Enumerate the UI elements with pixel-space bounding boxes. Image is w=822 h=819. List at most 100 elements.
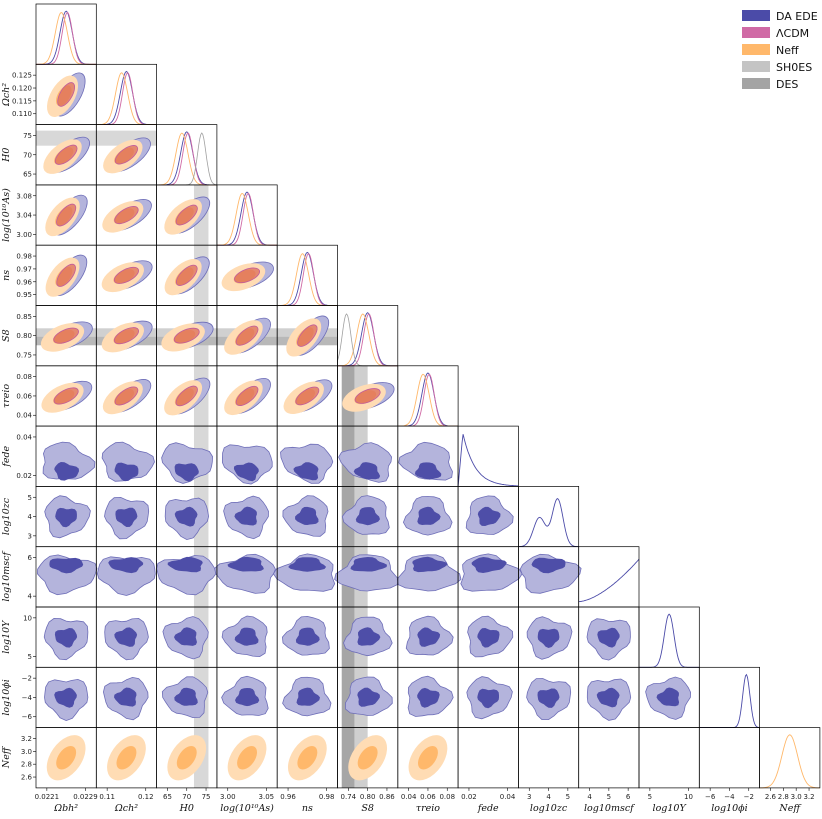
ede-contour-inner (235, 688, 260, 707)
panel-log10Y-vs-fede (467, 615, 514, 658)
panel-H0-vs-omega_b (43, 136, 90, 174)
y-tick-label: 3.04 (16, 212, 32, 220)
posterior-log10phi (699, 673, 760, 729)
panel-ns-vs-H0 (164, 256, 210, 296)
panel-frame (578, 727, 640, 789)
panel-log10phi-vs-fede (466, 676, 513, 720)
ede-contour-inner (174, 506, 198, 527)
x-tick-label: 2.8 (778, 793, 789, 801)
x-tick-label: 65 (163, 793, 172, 801)
ede-contour-inner (414, 462, 442, 480)
ede-posterior (337, 312, 398, 367)
panel-S8-vs-ns (286, 315, 330, 357)
ede-contour-outer (161, 442, 214, 484)
ede-posterior (277, 251, 338, 306)
neff-contour-inner (56, 745, 77, 770)
x-axis-label: τreio (416, 803, 440, 814)
x-tick-label: 0.08 (439, 793, 455, 801)
neff-posterior (36, 11, 97, 65)
posterior-log10Y (639, 613, 700, 668)
y-tick-label: 0.04 (16, 433, 32, 441)
y-axis-label: log10mscf (1, 551, 12, 602)
x-tick-label: 0.96 (280, 793, 296, 801)
x-tick-label: 6 (626, 793, 631, 801)
panel-log10zc-vs-S8 (341, 495, 390, 535)
ede-contour-inner (417, 506, 441, 525)
ede-contour-inner (597, 627, 620, 648)
panel-fede-vs-S8 (338, 442, 393, 483)
panel-fede-vs-logAs (222, 444, 273, 485)
y-tick-label: 3.2 (21, 735, 32, 743)
legend-swatch (742, 10, 770, 21)
y-tick-label: 10 (23, 614, 32, 622)
panel-frame (397, 365, 459, 427)
panel-fede-vs-omega_b (42, 441, 96, 481)
ede-contour-inner (234, 627, 259, 646)
panel-S8-vs-H0 (161, 321, 214, 352)
panel-S8-vs-omega_b (40, 321, 93, 352)
panel-Neff-vs-omega_b (46, 735, 86, 781)
panel-frame (35, 3, 97, 65)
x-tick-label: 3.00 (220, 793, 236, 801)
ede-contour-inner (114, 462, 139, 482)
panel-tau-vs-logAs (224, 378, 271, 416)
neff-posterior (96, 72, 157, 126)
ede-posterior (397, 372, 459, 427)
panel-log10phi-vs-log10Y (645, 676, 692, 720)
panel-Neff-vs-S8 (348, 735, 388, 781)
x-axis-label: log10Y (653, 803, 688, 814)
panel-log10mscf-vs-logAs (214, 553, 276, 594)
x-tick-label: −4 (724, 793, 735, 801)
neff-contour-inner (176, 745, 197, 770)
y-tick-label: 0.97 (16, 265, 32, 273)
ede-contour-inner (471, 557, 507, 573)
y-tick-label: 0.06 (16, 392, 32, 400)
x-tick-label: 4 (546, 793, 551, 801)
panel-log10mscf-vs-tau (396, 554, 462, 592)
neff-contour-inner (417, 745, 438, 770)
panel-log10mscf-vs-ns (272, 553, 336, 592)
ede-contour-inner (227, 556, 264, 572)
x-tick-label: 3.0 (791, 793, 802, 801)
lcdm-contour (114, 386, 139, 406)
lcdm-contour (235, 325, 259, 346)
x-axis-label: log(10¹⁰As) (220, 803, 274, 814)
x-tick-label: 0.74 (341, 793, 357, 801)
panel-log10Y-vs-log10mscf (586, 618, 631, 661)
panel-log10Y-vs-omega_b (43, 617, 89, 661)
panel-Neff-vs-omega_c (107, 735, 146, 781)
panel-log10zc-vs-logAs (223, 495, 269, 540)
ede-contour-inner (293, 462, 319, 481)
y-tick-label: 65 (23, 171, 32, 179)
y-axis-label: Neff (1, 745, 12, 769)
y-tick-label: −6 (22, 713, 33, 721)
ede-contour-inner (288, 557, 327, 572)
y-tick-label: 0.120 (12, 85, 32, 93)
panel-log10phi-vs-H0 (161, 676, 209, 719)
lcdm-contour (297, 324, 318, 347)
ede-contour-inner (296, 687, 320, 706)
y-tick-label: 70 (23, 151, 32, 159)
lcdm-contour (175, 264, 198, 286)
x-tick-label: 3.05 (259, 793, 275, 801)
ede-contour-inner (355, 507, 380, 526)
neff-posterior (397, 373, 459, 427)
lcdm-contour (113, 327, 139, 345)
posterior-Neff (759, 734, 820, 789)
panel-logAs-vs-omega_c (102, 199, 152, 233)
neff-posterior (216, 192, 278, 246)
panel-log10phi-vs-omega_b (44, 678, 89, 722)
y-tick-label: 0.95 (16, 291, 32, 299)
ede-contour-inner (357, 627, 381, 646)
ede-contour-inner (295, 627, 320, 646)
y-tick-label: 5 (28, 494, 32, 502)
ede-contour-inner (234, 506, 257, 526)
ede-contour-inner (54, 687, 77, 708)
posterior-omega_b (36, 10, 97, 65)
panel-frame (457, 425, 519, 487)
neff-posterior (277, 253, 338, 306)
y-tick-label: 0.75 (16, 351, 32, 359)
ede-contour-inner (537, 688, 560, 708)
ede-contour-inner (350, 557, 387, 572)
x-tick-label: 10 (684, 793, 693, 801)
